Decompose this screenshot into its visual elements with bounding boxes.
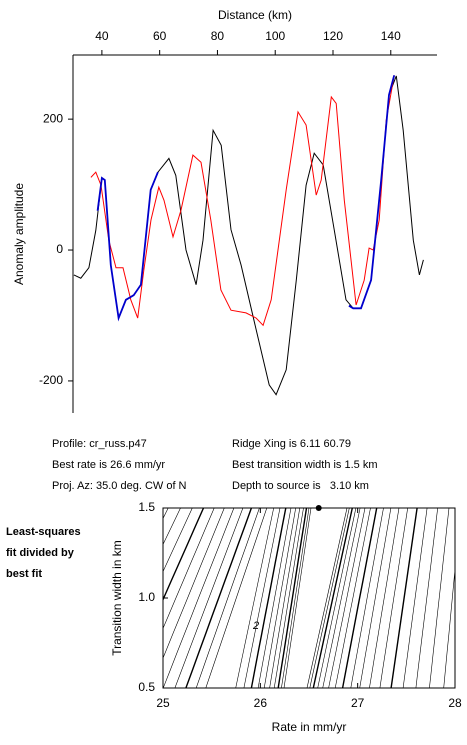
contour-line <box>317 508 357 688</box>
contour-line <box>306 508 348 688</box>
contour-line <box>350 508 384 688</box>
info-text: Proj. Az: 35.0 deg. CW of N <box>52 480 187 492</box>
contour-lines <box>163 508 467 688</box>
contour-line <box>235 508 274 688</box>
contour-line <box>322 508 361 688</box>
contour-label: 2 <box>252 620 259 632</box>
x-tick-label: 27 <box>351 696 365 710</box>
contour-line <box>163 508 193 573</box>
contour-line <box>283 508 312 688</box>
contour-line <box>379 508 408 688</box>
info-text: Depth to source is 3.10 km <box>232 480 369 492</box>
contour-line <box>429 508 450 688</box>
plot-frame <box>162 507 456 689</box>
series-line <box>73 75 424 396</box>
series-line <box>96 75 396 322</box>
y-tick-label: -200 <box>39 373 63 387</box>
contour-line <box>328 508 366 688</box>
contour-line <box>312 508 353 688</box>
x-tick-label: 25 <box>156 696 170 710</box>
contour-line <box>269 508 301 688</box>
info-text: Ridge Xing is 6.11 60.79 <box>232 438 351 450</box>
contour-line <box>205 508 268 688</box>
contour-line <box>273 508 304 688</box>
series-line <box>90 75 395 327</box>
contour-line <box>369 508 400 688</box>
contour-line <box>163 508 181 546</box>
contour-line <box>415 508 438 688</box>
x-tick-label: 60 <box>153 29 167 43</box>
info-text: Best transition width is 1.5 km <box>232 459 378 471</box>
contour-line <box>163 508 215 630</box>
side-note: fit divided by <box>6 547 75 559</box>
y-tick-label: 200 <box>43 111 63 125</box>
x-tick-label: 140 <box>381 29 401 43</box>
x-axis-title: Rate in mm/yr <box>272 720 347 734</box>
contour-line <box>163 508 225 659</box>
y-tick-label: 1.0 <box>138 590 155 604</box>
contour-line <box>195 508 260 688</box>
contour-line <box>174 508 244 688</box>
contour-line <box>277 508 308 688</box>
info-text: Profile: cr_russ.p47 <box>52 438 147 450</box>
x-tick-label: 28 <box>448 696 462 710</box>
contour-line <box>243 508 281 688</box>
x-tick-label: 40 <box>95 29 109 43</box>
contour-line <box>359 508 392 688</box>
y-tick-label: 0.5 <box>138 680 155 694</box>
y-axis-title: Anomaly amplitude <box>12 183 26 285</box>
y-tick-label: 0 <box>56 242 63 256</box>
best-fit-point <box>315 505 322 511</box>
contour-line <box>257 508 292 688</box>
side-note: Least-squares <box>6 526 81 538</box>
contour-line <box>281 508 310 688</box>
x-tick-label: 100 <box>265 29 285 43</box>
x-tick-label: 26 <box>254 696 268 710</box>
x-tick-label: 80 <box>211 29 225 43</box>
y-axis-title: Transition width in km <box>110 540 124 656</box>
contour-line <box>263 508 296 688</box>
contour-line <box>334 508 371 688</box>
x-tick-label: 120 <box>323 29 343 43</box>
contour-line <box>163 508 235 688</box>
contour-line <box>309 508 350 688</box>
contour-line <box>390 508 418 688</box>
contour-line <box>459 508 467 688</box>
contour-line <box>341 508 378 688</box>
info-text: Best rate is 26.6 mm/yr <box>52 459 165 471</box>
contour-line <box>250 508 287 688</box>
contour-line <box>402 508 428 688</box>
x-axis-title: Distance (km) <box>218 8 292 22</box>
side-note: best fit <box>6 568 42 580</box>
y-tick-label: 1.5 <box>138 500 155 514</box>
contour-line <box>185 508 253 688</box>
contour-line <box>443 566 455 688</box>
